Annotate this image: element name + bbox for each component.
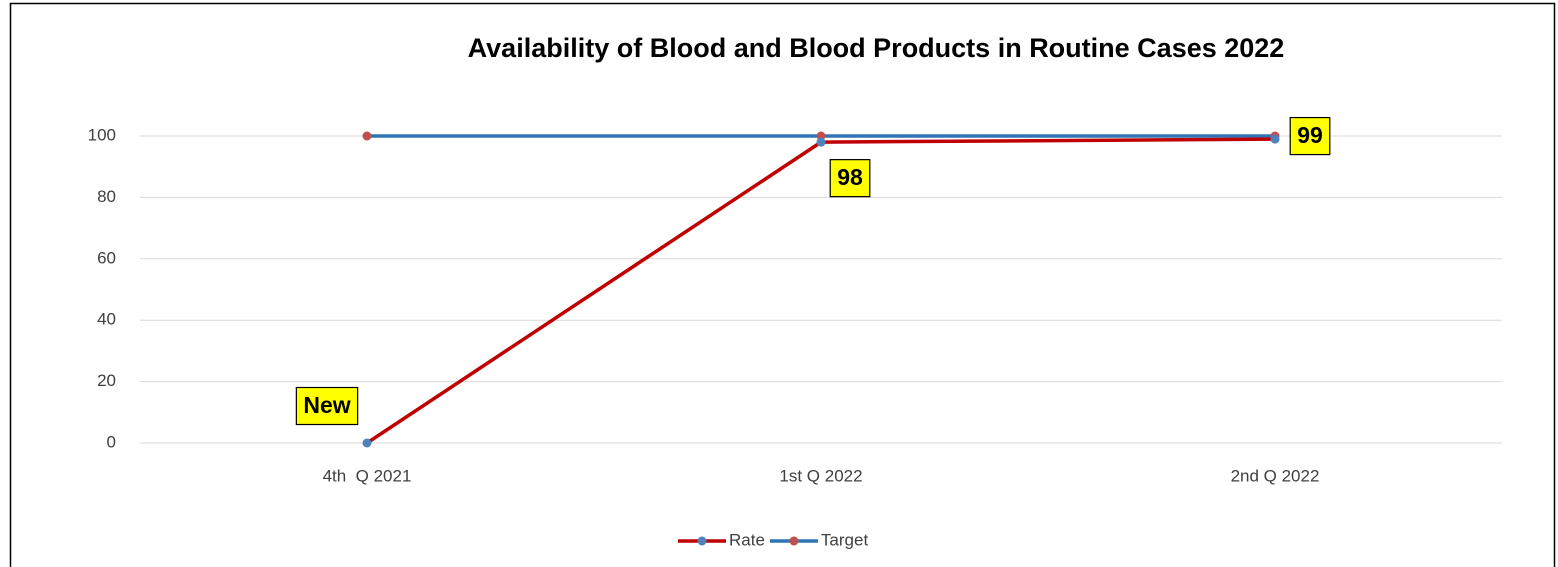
- data-label-text: New: [303, 392, 350, 418]
- y-tick-label: 40: [97, 310, 116, 329]
- data-label-box: [1289, 116, 1331, 156]
- x-tick-label: 4th Q 2021: [323, 466, 412, 485]
- legend-label: Rate: [729, 530, 765, 549]
- legend-marker: [789, 536, 799, 546]
- data-label: 99: [1289, 116, 1331, 156]
- y-tick-label: 100: [88, 125, 116, 144]
- y-tick-label: 20: [97, 371, 116, 390]
- marker: [816, 137, 826, 147]
- marker: [362, 131, 372, 141]
- chart-title: Availability of Blood and Blood Products…: [468, 33, 1285, 63]
- data-label-box: [829, 159, 871, 198]
- data-label-box: [295, 386, 359, 426]
- y-tick-label: 80: [97, 187, 116, 206]
- data-label: New: [295, 386, 359, 426]
- chart-frame: [9, 2, 1556, 567]
- legend-label: Target: [821, 530, 869, 549]
- data-label: 98: [829, 159, 871, 198]
- legend-marker: [697, 536, 707, 546]
- data-label-text: 98: [837, 164, 863, 190]
- x-tick-label: 2nd Q 2022: [1231, 466, 1320, 485]
- marker: [362, 438, 372, 448]
- data-label-text: 99: [1297, 122, 1323, 148]
- marker: [1270, 134, 1280, 144]
- y-tick-label: 0: [107, 432, 116, 451]
- y-tick-label: 60: [97, 248, 116, 267]
- x-tick-label: 1st Q 2022: [779, 466, 862, 485]
